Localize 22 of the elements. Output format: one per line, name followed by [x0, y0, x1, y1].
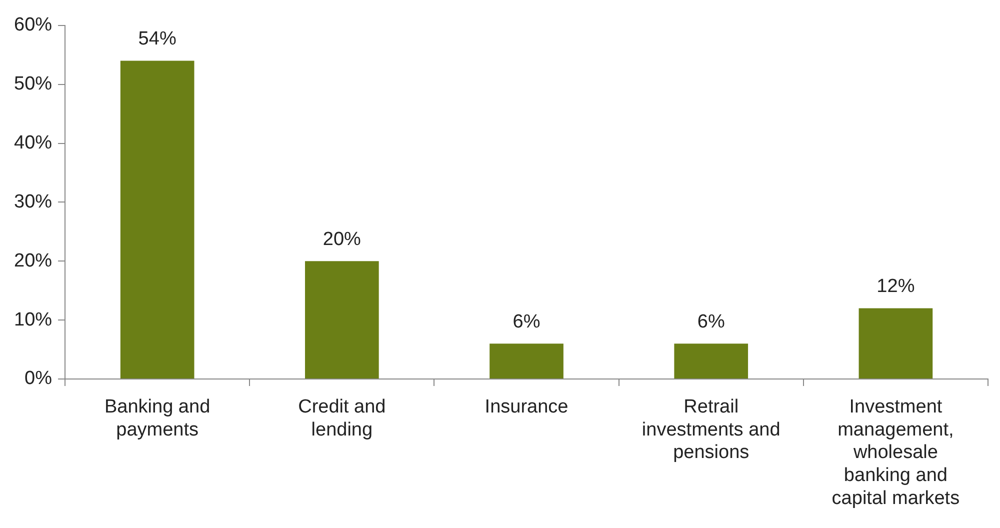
y-tick-label: 30%: [14, 191, 52, 212]
x-tick-label: Credit and lending: [298, 396, 386, 440]
bar: [490, 344, 564, 378]
y-tick-label: 20%: [14, 250, 52, 272]
y-tick-label: 40%: [14, 132, 52, 154]
x-tick-label: Retrail investments and pensions: [642, 396, 780, 464]
x-tick-label: Banking and payments: [104, 396, 210, 440]
data-label: 12%: [876, 276, 915, 298]
data-label: 20%: [322, 228, 362, 250]
y-tick-label: 0%: [24, 368, 52, 390]
data-label: 54%: [138, 28, 176, 50]
y-tick-label: 60%: [14, 14, 52, 36]
y-tick-label: 10%: [14, 309, 52, 330]
bar: [858, 308, 933, 378]
y-tick-label: 50%: [14, 74, 52, 95]
x-tick-label: Insurance: [484, 396, 568, 418]
x-tick-label: Investment management, wholesale banking and capital markets: [832, 396, 960, 509]
bar: [120, 60, 194, 378]
data-label: 6%: [697, 311, 725, 332]
bar: [305, 261, 379, 378]
bar: [674, 344, 748, 378]
data-label: 6%: [512, 311, 540, 332]
